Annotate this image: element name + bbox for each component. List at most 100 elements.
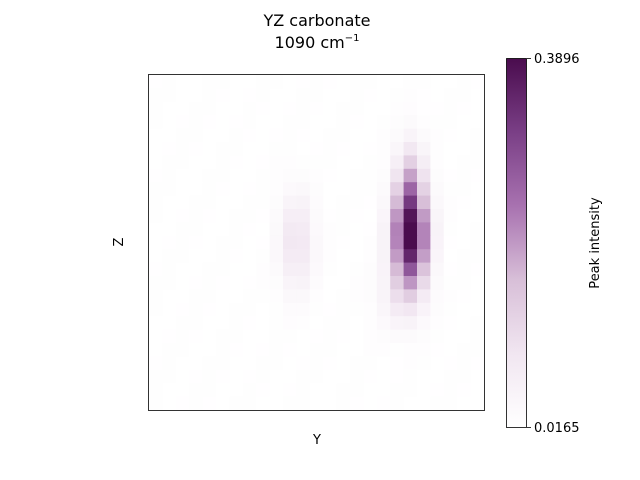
heatmap-cell: [470, 115, 485, 129]
heatmap-cell: [242, 356, 257, 371]
heatmap-cell: [296, 75, 311, 89]
heatmap-cell: [189, 396, 203, 411]
heatmap-cell: [309, 222, 324, 237]
heatmap-cell: [216, 195, 230, 210]
heatmap-cell: [417, 396, 431, 411]
heatmap-cell: [202, 235, 217, 250]
heatmap-cell: [363, 343, 378, 357]
heatmap-cell: [323, 168, 337, 183]
heatmap-cell: [162, 195, 177, 210]
heatmap-cell: [283, 115, 297, 129]
heatmap-cell: [323, 316, 337, 330]
heatmap-cell: [323, 276, 337, 290]
heatmap-cell: [229, 75, 244, 89]
heatmap-cell: [283, 142, 297, 156]
heatmap-cell: [309, 369, 324, 384]
heatmap-cell: [430, 88, 445, 103]
heatmap-cell: [390, 209, 404, 223]
heatmap-cell: [202, 369, 217, 384]
heatmap-cell: [269, 235, 284, 250]
heatmap-cell: [457, 195, 471, 210]
heatmap-cell: [242, 289, 257, 304]
heatmap-cell: [175, 235, 190, 250]
heatmap-cell: [417, 369, 431, 384]
heatmap-cell: [242, 101, 257, 116]
heatmap-cell: [149, 276, 163, 290]
heatmap-cell: [457, 302, 471, 317]
heatmap-cell: [162, 329, 177, 344]
heatmap-cell: [363, 142, 378, 156]
heatmap-cell: [336, 101, 351, 116]
heatmap-cell: [390, 155, 404, 170]
heatmap-cell: [162, 262, 177, 277]
heatmap-cell: [403, 195, 418, 210]
heatmap-cell: [269, 222, 284, 237]
heatmap-cell: [269, 383, 284, 397]
heatmap-cell: [175, 128, 190, 143]
heatmap-cell: [363, 195, 378, 210]
heatmap-cell: [242, 222, 257, 237]
heatmap-cell: [149, 369, 163, 384]
heatmap-cell: [350, 88, 364, 103]
heatmap-cell: [256, 316, 270, 330]
heatmap-cell: [390, 316, 404, 330]
heatmap-cell: [175, 115, 190, 129]
heatmap-cell: [256, 356, 270, 371]
heatmap-cell: [256, 289, 270, 304]
heatmap-cell: [229, 396, 244, 411]
heatmap-cell: [350, 168, 364, 183]
heatmap-cell: [350, 316, 364, 330]
heatmap-cell: [283, 195, 297, 210]
heatmap-cell: [390, 383, 404, 397]
heatmap-cell: [229, 383, 244, 397]
heatmap-cell: [350, 396, 364, 411]
heatmap-cell: [216, 262, 230, 277]
heatmap-cell: [202, 249, 217, 263]
heatmap-cell: [336, 343, 351, 357]
heatmap-cell: [430, 222, 445, 237]
heatmap-cell: [470, 396, 485, 411]
heatmap-cell: [202, 356, 217, 371]
heatmap-cell: [162, 209, 177, 223]
heatmap-cell: [283, 155, 297, 170]
heatmap-cell: [336, 369, 351, 384]
heatmap-cell: [443, 155, 458, 170]
heatmap-cell: [175, 276, 190, 290]
heatmap-cell: [189, 302, 203, 317]
heatmap-cell: [162, 168, 177, 183]
heatmap-cell: [417, 155, 431, 170]
heatmap-cell: [229, 356, 244, 371]
heatmap-cell: [149, 249, 163, 263]
heatmap-cell: [296, 115, 311, 129]
heatmap-cell: [430, 262, 445, 277]
heatmap-cell: [189, 195, 203, 210]
heatmap-cell: [175, 369, 190, 384]
heatmap-cell: [296, 128, 311, 143]
heatmap-cell: [323, 209, 337, 223]
heatmap-cell: [242, 343, 257, 357]
heatmap-cell: [149, 302, 163, 317]
heatmap-cell: [376, 88, 391, 103]
heatmap-cell: [162, 101, 177, 116]
heatmap-cell: [457, 289, 471, 304]
heatmap-cell: [390, 396, 404, 411]
chart-subtitle: 1090 cm−1: [275, 33, 360, 52]
heatmap-cell: [216, 101, 230, 116]
heatmap-cell: [202, 276, 217, 290]
heatmap-cell: [309, 383, 324, 397]
heatmap-cell: [175, 182, 190, 196]
heatmap-cell: [269, 316, 284, 330]
heatmap-cell: [336, 128, 351, 143]
heatmap-cell: [269, 343, 284, 357]
heatmap-cell: [470, 155, 485, 170]
heatmap-cell: [470, 222, 485, 237]
heatmap-cell: [336, 383, 351, 397]
heatmap-cell: [269, 195, 284, 210]
subtitle-exponent: −1: [345, 33, 360, 44]
heatmap-cell: [296, 302, 311, 317]
heatmap-cell: [175, 209, 190, 223]
heatmap-cell: [417, 88, 431, 103]
heatmap-cell: [457, 369, 471, 384]
heatmap-cell: [216, 168, 230, 183]
heatmap-cell: [162, 142, 177, 156]
